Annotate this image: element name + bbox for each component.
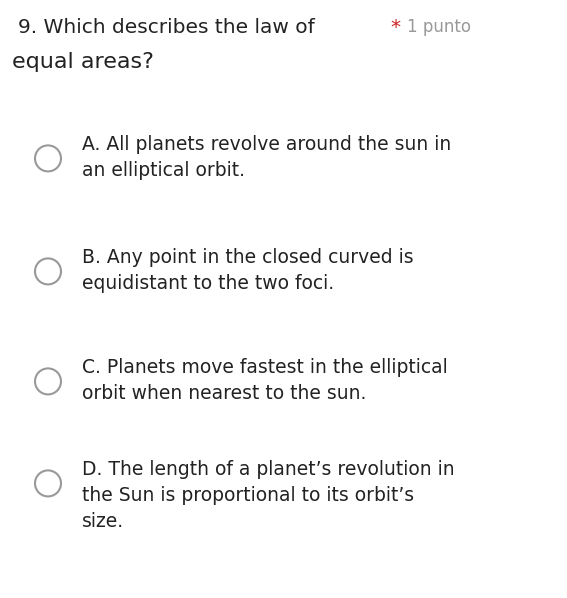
Text: A. All planets revolve around the sun in: A. All planets revolve around the sun in	[82, 135, 451, 154]
Text: 9. Which describes the law of: 9. Which describes the law of	[18, 18, 315, 37]
Text: an elliptical orbit.: an elliptical orbit.	[82, 161, 245, 180]
Text: the Sun is proportional to its orbit’s: the Sun is proportional to its orbit’s	[82, 486, 414, 505]
Text: size.: size.	[82, 512, 124, 531]
Text: 1 punto: 1 punto	[407, 18, 471, 36]
Text: C. Planets move fastest in the elliptical: C. Planets move fastest in the elliptica…	[82, 358, 448, 377]
Text: B. Any point in the closed curved is: B. Any point in the closed curved is	[82, 248, 413, 267]
Text: *: *	[390, 18, 400, 37]
Text: equidistant to the two foci.: equidistant to the two foci.	[82, 274, 334, 293]
Text: equal areas?: equal areas?	[12, 52, 154, 72]
Text: orbit when nearest to the sun.: orbit when nearest to the sun.	[82, 384, 366, 403]
Text: D. The length of a planet’s revolution in: D. The length of a planet’s revolution i…	[82, 460, 455, 479]
